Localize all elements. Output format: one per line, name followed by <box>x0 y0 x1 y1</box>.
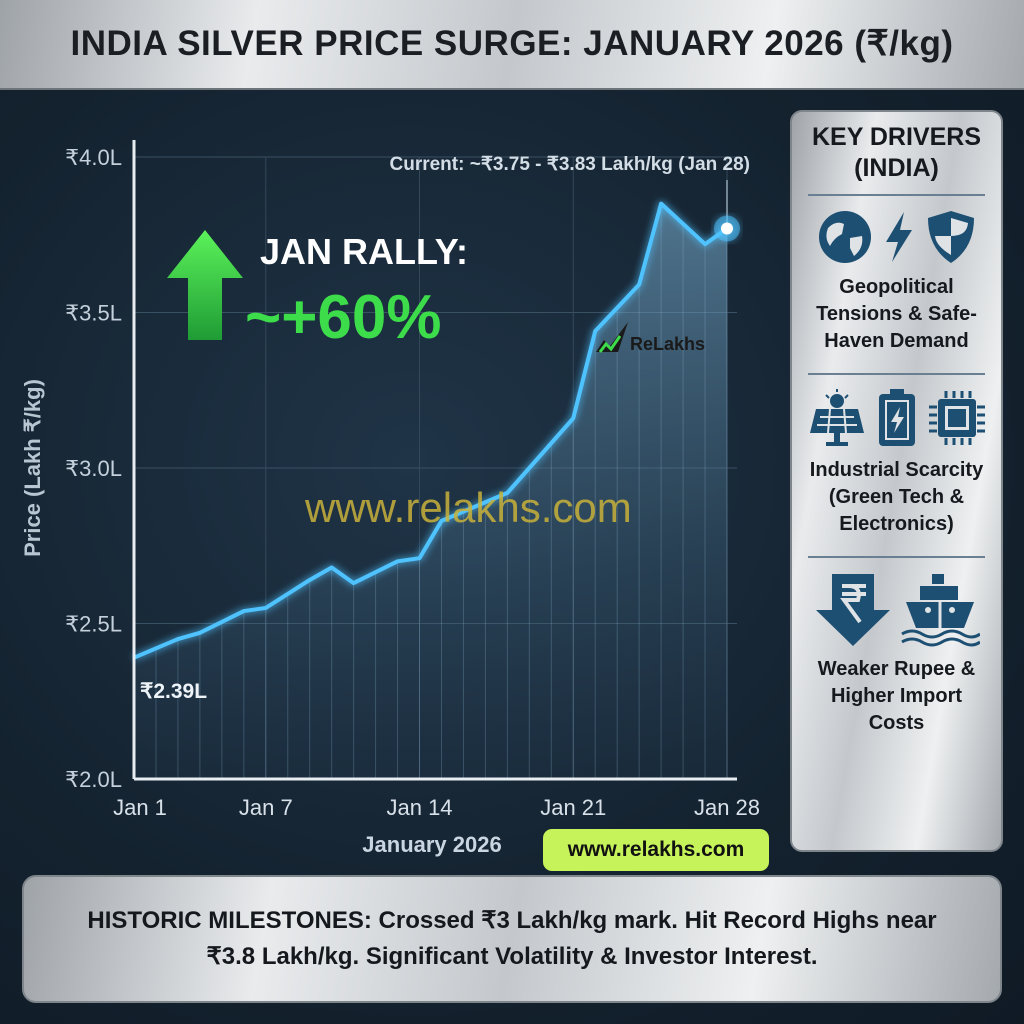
website-badge[interactable]: www.relakhs.com <box>543 829 769 871</box>
divider <box>808 373 985 375</box>
milestones-text: HISTORIC MILESTONES: Crossed ₹3 Lakh/kg … <box>87 907 937 970</box>
divider <box>808 194 985 196</box>
title-bar: INDIA SILVER PRICE SURGE: JANUARY 2026 (… <box>0 0 1024 90</box>
x-tick-label: Jan 1 <box>113 795 167 820</box>
key-drivers-panel: KEY DRIVERS (INDIA) Geopolitical Tension… <box>790 110 1003 852</box>
rupee-down-icon <box>815 574 890 646</box>
x-axis-label: January 2026 <box>362 832 501 857</box>
y-tick-label: ₹3.5L <box>65 301 122 326</box>
solar-panel-icon <box>809 389 864 446</box>
chip-icon <box>928 391 985 445</box>
driver-label: Geopolitical Tensions & Safe-Haven Deman… <box>816 276 977 352</box>
shield-icon <box>927 211 974 263</box>
y-tick-label: ₹2.0L <box>65 767 122 792</box>
lightning-icon <box>885 212 912 262</box>
page-title: INDIA SILVER PRICE SURGE: JANUARY 2026 (… <box>70 24 954 63</box>
current-point <box>721 222 733 235</box>
divider <box>808 556 985 558</box>
rally-value: ~+60% <box>245 283 442 352</box>
rally-title: JAN RALLY: <box>260 231 468 272</box>
y-tick-label: ₹2.5L <box>65 612 122 637</box>
current-annotation: Current: ~₹3.75 - ₹3.83 Lakh/kg (Jan 28) <box>390 154 751 175</box>
ship-icon <box>900 574 980 647</box>
area-fill <box>134 203 727 779</box>
driver-label: Weaker Rupee & Higher Import Costs <box>817 658 976 734</box>
x-tick-label: Jan 14 <box>386 795 452 820</box>
battery-icon <box>878 389 915 446</box>
logo-text: ReLakhs <box>630 334 705 354</box>
x-tick-label: Jan 7 <box>239 795 293 820</box>
x-tick-label: Jan 21 <box>540 795 606 820</box>
y-axis-label: Price (Lakh ₹/kg) <box>20 379 45 557</box>
series-line <box>133 201 729 660</box>
driver-label: Industrial Scarcity (Green Tech & Electr… <box>809 459 984 535</box>
fill-stripes <box>133 203 728 779</box>
start-label: ₹2.39L <box>140 680 207 703</box>
globe-icon <box>818 211 871 263</box>
y-tick-label: ₹4.0L <box>65 145 122 170</box>
key-drivers-heading: KEY DRIVERS (INDIA) <box>811 123 982 182</box>
up-arrow-icon <box>167 230 243 340</box>
watermark: www.relakhs.com <box>304 484 632 531</box>
milestones-panel: HISTORIC MILESTONES: Crossed ₹3 Lakh/kg … <box>22 875 1002 1003</box>
x-tick-label: Jan 28 <box>694 795 760 820</box>
y-tick-label: ₹3.0L <box>65 456 122 481</box>
